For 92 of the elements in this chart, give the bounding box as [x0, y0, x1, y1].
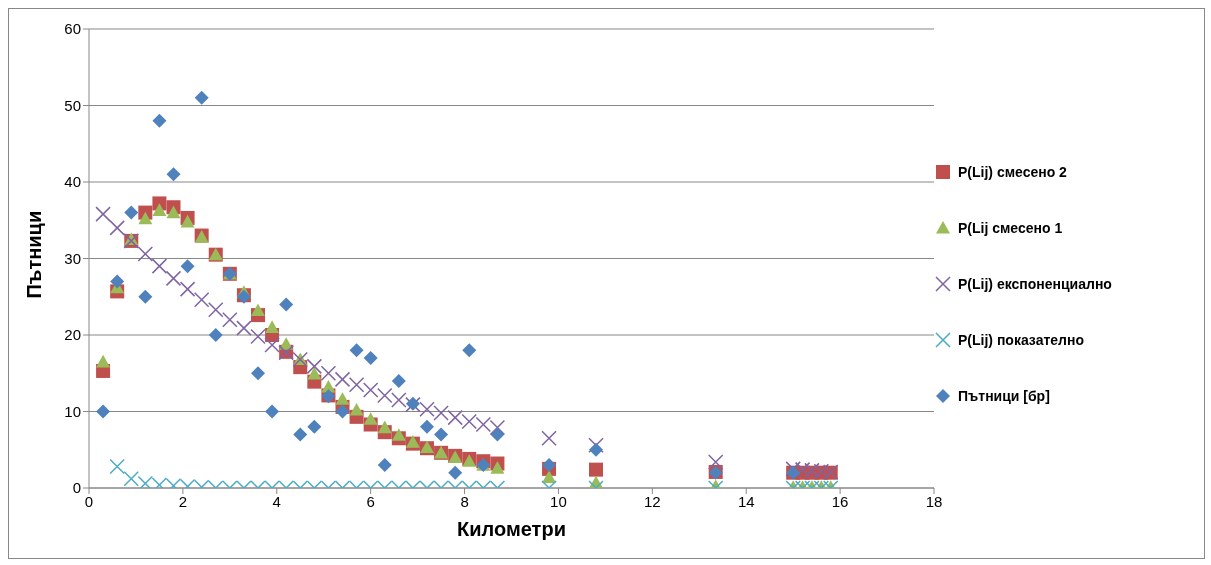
point [391, 373, 406, 388]
point [307, 419, 322, 434]
point [123, 471, 139, 487]
point [542, 470, 557, 483]
point [96, 404, 111, 419]
point [208, 302, 224, 318]
point [307, 367, 322, 380]
x-axis-title: Километри [457, 518, 566, 540]
point [165, 270, 182, 287]
point [391, 392, 407, 408]
x-tick-label: 16 [831, 492, 849, 510]
point [236, 320, 252, 336]
y-tick-label: 10 [64, 402, 81, 420]
point [180, 214, 195, 228]
y-tick-label: 60 [64, 20, 81, 38]
point [349, 343, 364, 358]
point [152, 203, 167, 216]
point [109, 220, 125, 236]
x-tick-label: 8 [460, 492, 469, 510]
point [348, 376, 365, 393]
point [151, 258, 168, 274]
x-tick-label: 10 [550, 492, 567, 510]
point [110, 274, 125, 289]
point [377, 458, 392, 473]
y-tick-label: 40 [64, 173, 81, 191]
point [363, 350, 378, 365]
y-tick-label: 0 [72, 479, 81, 497]
point [95, 206, 111, 222]
point [335, 392, 350, 405]
x-tick-label: 14 [737, 492, 755, 510]
y-tick-label: 50 [64, 96, 81, 114]
point [293, 427, 308, 442]
point [193, 292, 210, 308]
point [419, 401, 435, 417]
point [179, 281, 196, 297]
point [377, 387, 393, 404]
point [362, 382, 379, 398]
point [96, 354, 111, 368]
point [166, 167, 181, 182]
x-tick-label: 6 [366, 492, 375, 510]
point [320, 365, 337, 381]
x-tick-label: 12 [643, 492, 661, 510]
x-tick-label: 0 [84, 492, 94, 510]
point [462, 343, 477, 358]
legend-label: P(Lij) смесено 2 [958, 163, 1067, 180]
point [166, 205, 181, 219]
point [138, 289, 153, 304]
legend-label: Пътници [бр] [958, 387, 1050, 404]
point [334, 371, 351, 388]
point [420, 419, 434, 434]
point [434, 427, 449, 442]
y-tick-label: 30 [64, 249, 81, 267]
point [251, 303, 265, 317]
point [589, 442, 603, 457]
point [124, 205, 139, 220]
point [490, 461, 505, 474]
point [349, 402, 364, 416]
point [447, 409, 463, 426]
point [250, 328, 266, 345]
point [251, 366, 265, 381]
point [589, 462, 603, 477]
point [433, 405, 449, 421]
legend-label: P(Lij смесено 1 [958, 219, 1063, 236]
point [794, 461, 811, 478]
point [306, 358, 323, 375]
y-axis-title: Пътници [23, 210, 46, 299]
point [490, 427, 505, 442]
point [109, 458, 125, 475]
point [377, 420, 392, 434]
legend-label: P(Lij) експоненциално [958, 275, 1112, 292]
point [265, 404, 280, 419]
point [137, 246, 154, 262]
y-tick-label: 20 [64, 326, 81, 344]
point [363, 412, 378, 425]
point [707, 454, 724, 470]
point [180, 259, 195, 274]
point [264, 337, 280, 353]
point [152, 113, 167, 128]
point [208, 328, 223, 342]
point [335, 404, 350, 419]
point [194, 90, 209, 105]
x-tick-label: 2 [178, 492, 188, 510]
point [222, 311, 238, 328]
point [265, 320, 280, 333]
point [541, 430, 557, 447]
point [138, 211, 153, 225]
point [391, 428, 406, 441]
x-tick-label: 18 [925, 492, 943, 510]
x-tick-label: 4 [272, 492, 281, 510]
legend-label: P(Lij) показателно [958, 331, 1084, 348]
point [279, 297, 294, 312]
point [448, 465, 463, 480]
